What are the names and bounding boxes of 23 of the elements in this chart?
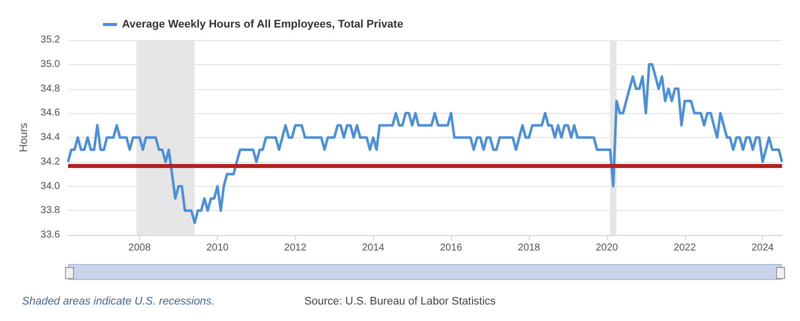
y-tick-label: 34.8 bbox=[40, 83, 60, 94]
x-tick-label: 2012 bbox=[284, 242, 307, 254]
x-tick-label: 2018 bbox=[518, 242, 541, 254]
line-series bbox=[66, 63, 784, 224]
y-tick-label: 34.0 bbox=[40, 180, 60, 192]
source-note: Source: U.S. Bureau of Labor Statistics bbox=[304, 296, 496, 308]
y-axis-title: Hours bbox=[18, 122, 30, 152]
x-tick-label: 2010 bbox=[206, 242, 230, 254]
text: Shaded areas indicate U.S. recessions. bbox=[22, 296, 215, 308]
y-tick-label: 35.0 bbox=[40, 58, 60, 70]
y-tick-label: 34.2 bbox=[40, 156, 60, 168]
x-tick-label: 2022 bbox=[674, 242, 696, 254]
y-tick-label: 34.4 bbox=[40, 132, 60, 143]
y-tick-label: 33.6 bbox=[40, 230, 60, 240]
x-tick-label: 2016 bbox=[440, 242, 463, 254]
legend-label: Average Weekly Hours of All Employees, Total Private bbox=[122, 18, 404, 30]
x-tick-label: 2020 bbox=[596, 242, 618, 254]
y-tick-label: 34.6 bbox=[40, 108, 60, 119]
y-tick-label: 33.8 bbox=[40, 205, 60, 216]
x-tick-label: 2014 bbox=[362, 242, 385, 254]
x-tick-label: 2024 bbox=[751, 242, 774, 254]
y-tick-label: 35.2 bbox=[40, 34, 60, 46]
x-tick-label: 2008 bbox=[128, 242, 152, 254]
